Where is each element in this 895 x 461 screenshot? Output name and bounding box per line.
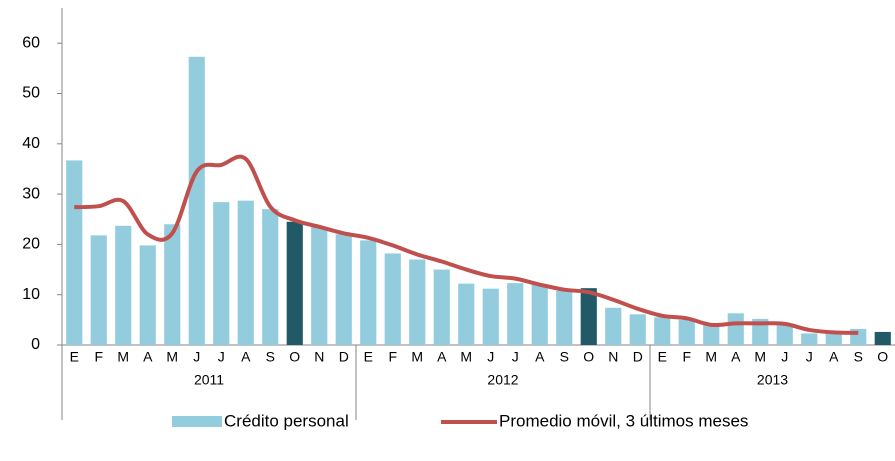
- bar: [776, 323, 793, 345]
- bar: [115, 225, 132, 345]
- bar: [605, 307, 622, 345]
- bar: [213, 202, 230, 345]
- bar: [433, 269, 450, 345]
- bar: [507, 283, 524, 345]
- y-tick-label: 20: [22, 236, 40, 253]
- bar: [262, 209, 279, 345]
- bar: [874, 331, 891, 345]
- x-tick-label: S: [266, 349, 275, 365]
- bar: [286, 221, 303, 345]
- x-tick-label: J: [218, 349, 225, 365]
- y-tick-label: 40: [22, 135, 40, 152]
- x-tick-label: D: [633, 349, 643, 365]
- bar: [188, 56, 205, 345]
- x-tick-label: M: [117, 349, 129, 365]
- bar: [237, 200, 254, 345]
- x-tick-label: F: [388, 349, 397, 365]
- bar: [90, 235, 107, 345]
- x-tick-label: D: [339, 349, 349, 365]
- bar: [458, 283, 475, 345]
- bar: [531, 284, 548, 345]
- bar: [360, 240, 377, 345]
- x-tick-label: J: [806, 349, 813, 365]
- year-label: 2013: [757, 372, 788, 388]
- x-tick-label: M: [754, 349, 766, 365]
- y-tick-label: 50: [22, 85, 40, 102]
- x-tick-label: M: [705, 349, 717, 365]
- x-tick-label: E: [364, 349, 373, 365]
- y-tick-label: 60: [22, 34, 40, 51]
- x-tick-label: J: [781, 349, 788, 365]
- bar: [752, 318, 769, 345]
- bar: [825, 332, 842, 345]
- x-tick-label: O: [877, 349, 888, 365]
- bar: [727, 313, 744, 345]
- x-tick-label: N: [314, 349, 324, 365]
- bar: [629, 314, 646, 345]
- legend-label: Promedio móvil, 3 últimos meses: [499, 411, 748, 430]
- x-tick-label: A: [241, 349, 251, 365]
- x-tick-label: F: [94, 349, 103, 365]
- bar: [556, 290, 573, 345]
- year-label: 2012: [487, 372, 518, 388]
- x-tick-label: O: [289, 349, 300, 365]
- bar: [654, 317, 671, 345]
- bar: [580, 288, 597, 345]
- bar: [384, 253, 401, 345]
- y-tick-label: 30: [22, 185, 40, 202]
- x-tick-label: A: [535, 349, 545, 365]
- line: [74, 154, 859, 335]
- y-tick-label: 10: [22, 286, 40, 303]
- x-tick-label: A: [731, 349, 741, 365]
- bar: [164, 224, 181, 345]
- x-tick-label: E: [658, 349, 667, 365]
- x-tick-label: O: [583, 349, 594, 365]
- x-tick-label: J: [193, 349, 200, 365]
- x-tick-label: S: [854, 349, 863, 365]
- bar: [66, 160, 83, 345]
- bar: [801, 333, 818, 345]
- x-tick-label: F: [682, 349, 691, 365]
- bar: [482, 288, 499, 345]
- bar: [139, 245, 156, 345]
- legend-label: Crédito personal: [224, 411, 349, 430]
- bar: [335, 234, 352, 345]
- bar: [311, 226, 328, 345]
- x-tick-label: J: [512, 349, 519, 365]
- x-tick-label: M: [411, 349, 423, 365]
- x-tick-label: A: [437, 349, 447, 365]
- bar: [678, 319, 695, 345]
- bar: [703, 324, 720, 345]
- x-tick-label: M: [460, 349, 472, 365]
- x-tick-label: A: [143, 349, 153, 365]
- y-tick-label: 0: [31, 336, 40, 353]
- x-tick-label: A: [829, 349, 839, 365]
- bar: [409, 259, 426, 345]
- x-tick-label: N: [608, 349, 618, 365]
- x-tick-label: E: [70, 349, 79, 365]
- year-label: 2011: [194, 372, 224, 388]
- legend-swatch: [172, 416, 222, 427]
- x-tick-label: J: [487, 349, 494, 365]
- x-tick-label: M: [166, 349, 178, 365]
- x-tick-label: S: [560, 349, 569, 365]
